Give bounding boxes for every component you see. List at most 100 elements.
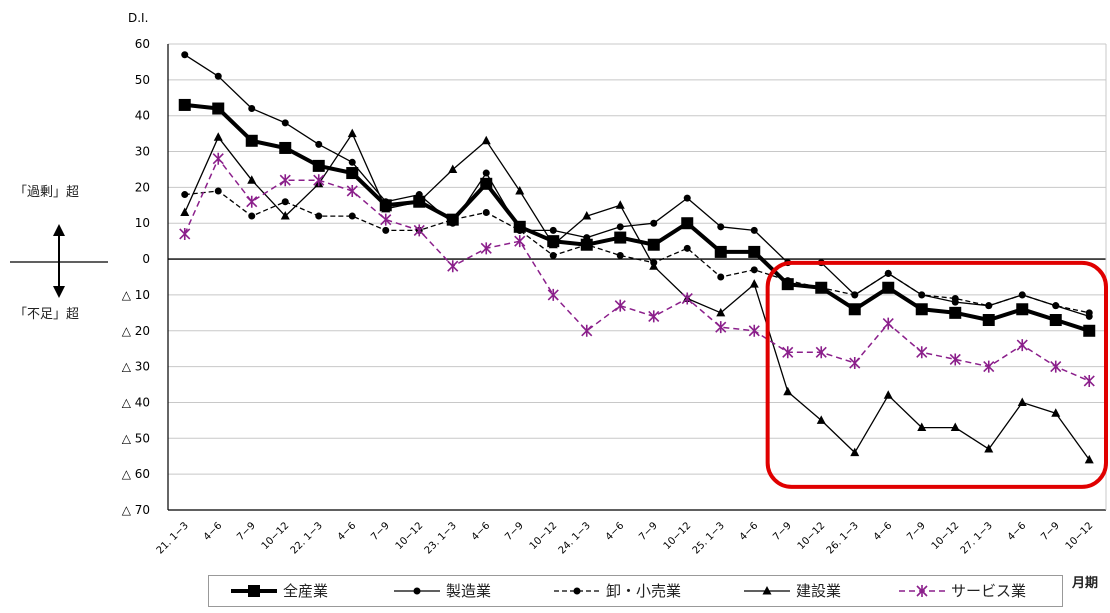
x-tick-label: 4−6: [336, 520, 359, 543]
data-point: [181, 191, 189, 199]
data-point: [784, 277, 792, 285]
data-point: [414, 196, 424, 206]
y-tick-label: 60: [135, 37, 150, 51]
data-point: [983, 360, 995, 373]
data-point: [750, 266, 758, 274]
data-point: [883, 390, 893, 399]
data-point: [213, 132, 223, 141]
data-point: [649, 261, 659, 270]
data-point: [548, 239, 558, 249]
excess-label: 「過剰」超: [14, 185, 80, 200]
x-tick-label: 7−9: [771, 520, 794, 543]
data-point: [816, 415, 826, 424]
data-point: [1016, 303, 1029, 316]
data-point: [448, 164, 458, 173]
data-point: [515, 185, 525, 195]
y-axis-label: D.I.: [128, 11, 148, 25]
data-point: [615, 200, 625, 209]
series-line: [184, 157, 1090, 382]
data-point: [381, 203, 391, 213]
data-point: [951, 295, 959, 303]
data-point: [716, 307, 726, 317]
legend-label: 全産業: [283, 582, 328, 600]
data-point: [985, 302, 993, 310]
data-point: [714, 245, 727, 258]
legend-label: サービス業: [951, 582, 1026, 600]
data-point: [247, 175, 257, 184]
y-tick-label: 10: [135, 216, 150, 230]
data-point: [214, 72, 222, 80]
y-tick-label: 20: [135, 180, 150, 194]
data-point: [782, 346, 794, 359]
shortage-label: 「不足」超: [14, 307, 80, 322]
data-point: [1051, 408, 1061, 417]
y-tick-label: △ 70: [122, 503, 150, 517]
y-tick-label: △ 30: [122, 360, 150, 374]
data-point: [783, 386, 793, 396]
data-point: [715, 321, 727, 334]
x-tick-label: 7−9: [503, 520, 526, 543]
data-point: [279, 141, 292, 154]
data-point: [717, 223, 725, 231]
x-tick-label: 10−12: [394, 520, 426, 552]
data-point: [1084, 454, 1094, 464]
x-tick-label: 7−9: [637, 520, 660, 543]
x-tick-label: 4−6: [1006, 520, 1029, 543]
data-point: [248, 105, 256, 113]
legend: 全産業 製造業 卸・小売業 建設業 サービス業: [208, 575, 1063, 607]
data-point: [1018, 291, 1026, 299]
data-point: [849, 357, 861, 370]
x-tick-label: 7−9: [905, 520, 928, 543]
data-point: [346, 184, 358, 197]
data-point: [547, 288, 559, 301]
data-point: [749, 279, 759, 288]
y-tick-label: 40: [135, 109, 150, 123]
data-point: [347, 128, 357, 138]
data-point: [549, 226, 557, 234]
data-point: [1083, 374, 1095, 387]
y-tick-label: 30: [135, 145, 150, 159]
x-tick-label: 10−12: [260, 520, 292, 552]
data-point: [279, 174, 291, 187]
data-point: [178, 98, 191, 111]
data-point: [918, 291, 926, 299]
data-point: [1016, 339, 1028, 352]
data-point: [884, 269, 892, 277]
data-point: [214, 187, 222, 195]
data-point: [583, 241, 591, 249]
data-point: [614, 231, 627, 244]
legend-label: 建設業: [796, 582, 841, 600]
y-tick-label: △ 10: [122, 288, 150, 302]
data-point: [447, 260, 459, 273]
data-point: [180, 207, 190, 216]
data-point: [1085, 309, 1093, 317]
x-tick-label: 7−9: [369, 520, 392, 543]
data-point: [212, 102, 225, 115]
x-tick-label: 4−6: [202, 520, 225, 543]
data-point: [917, 422, 927, 432]
data-point: [245, 134, 258, 147]
x-tick-label: 24. 1−3: [557, 520, 593, 556]
legend-marker: [413, 587, 421, 595]
data-point: [480, 177, 493, 190]
x-tick-label: 7−9: [235, 520, 258, 543]
y-tick-label: △ 50: [122, 431, 150, 445]
data-point: [915, 303, 928, 316]
x-tick-label: 26. 1−3: [825, 520, 861, 556]
data-point: [179, 227, 191, 240]
data-point: [516, 226, 524, 234]
data-point: [984, 444, 994, 453]
data-point: [514, 235, 526, 248]
x-tick-label: 7−9: [1039, 520, 1062, 543]
series-line: [184, 132, 1090, 461]
data-point: [848, 303, 861, 316]
data-point: [380, 213, 392, 226]
legend-marker: [916, 585, 928, 597]
data-point: [650, 219, 658, 227]
data-point: [415, 191, 423, 199]
data-point: [683, 244, 691, 252]
data-point: [681, 292, 693, 305]
x-tick-label: 4−6: [604, 520, 627, 543]
data-point: [581, 324, 593, 337]
legend-marker: [762, 586, 772, 595]
